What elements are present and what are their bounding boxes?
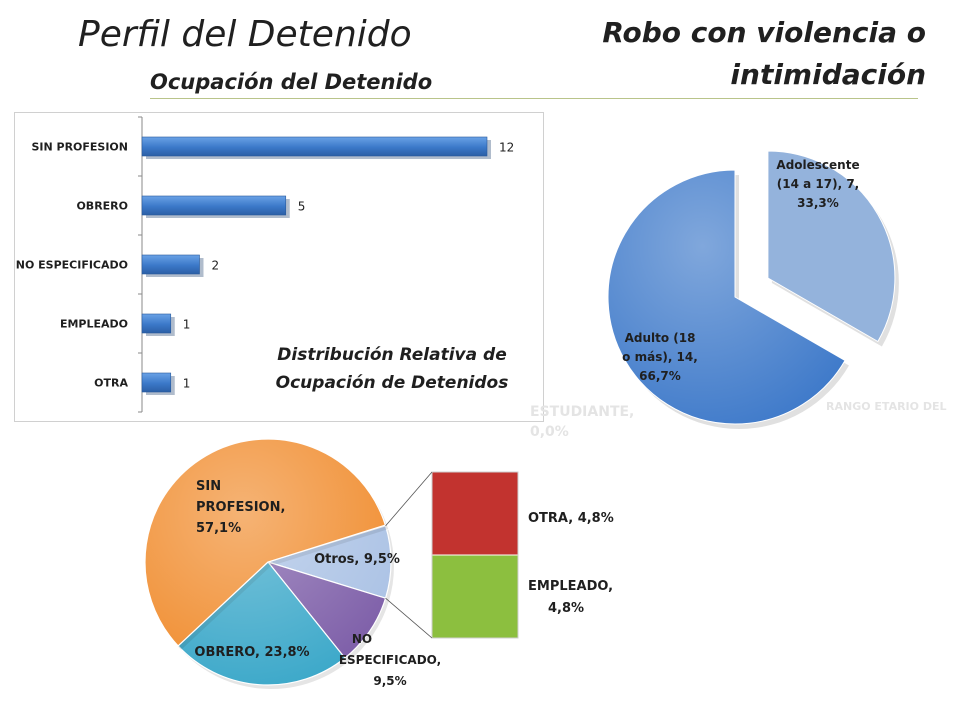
pie-label-no-especificado: NO ESPECIFICADO, 9,5% (339, 632, 441, 688)
pie-label-adolescente: Adolescente (14 a 17), 7, 33,3% (776, 158, 859, 210)
bar-no-especificado (141, 254, 200, 275)
bar-value-label: 12 (499, 141, 514, 155)
connector-line (385, 471, 433, 527)
bar-category-label: SIN PROFESION (31, 141, 128, 154)
bar-value-label: 2 (212, 259, 220, 273)
stack-segment-otra (431, 471, 519, 556)
bar-sin-profesion (141, 136, 488, 157)
pie-label-sin-profesion: SIN PROFESION, 57,1% (196, 479, 285, 536)
bar-category-label: NO ESPECIFICADO (16, 259, 128, 272)
bar-category-label: OTRA (94, 377, 128, 390)
stack-segment-empleado (431, 554, 519, 639)
bar-value-label: 1 (183, 377, 191, 391)
stack-frame (431, 471, 519, 639)
bar-otra (141, 372, 172, 393)
page-subtitle: Ocupación del Detenido (150, 70, 433, 94)
stack-label-otra: OTRA, 4,8% (528, 511, 614, 526)
pie-slice-adolescente (767, 150, 896, 343)
pie-label-obrero: OBRERO, 23,8% (194, 645, 309, 660)
faint-label-estudiante: ESTUDIANTE, 0,0% (530, 404, 635, 440)
stack-label-empleado: EMPLEADO, 4,8% (528, 579, 613, 616)
bar-chart-title: Distribución Relativa de Ocupación de Det… (276, 345, 509, 393)
bar-value-label: 1 (183, 318, 191, 332)
pie-highlight (608, 170, 845, 424)
pie-label-adulto: Adulto (18 o más), 14, 66,7% (622, 331, 698, 383)
header-divider (150, 98, 918, 99)
page-title: Perfil del Detenido (78, 14, 412, 55)
bar-value-label: 5 (298, 200, 306, 214)
bar-chart-frame (14, 112, 544, 422)
bar-category-label: OBRERO (76, 200, 128, 213)
bar-empleado (141, 313, 172, 334)
connector-line (385, 597, 433, 639)
faint-label-rango-etario: RANGO ETARIO DEL (826, 400, 947, 413)
pie-highlight (145, 439, 391, 685)
bar-obrero (141, 195, 287, 216)
pie-label-otros: Otros, 9,5% (314, 552, 400, 567)
crime-title: Robo con violencia o intimidación (602, 16, 926, 91)
bar-category-label: EMPLEADO (60, 318, 128, 331)
